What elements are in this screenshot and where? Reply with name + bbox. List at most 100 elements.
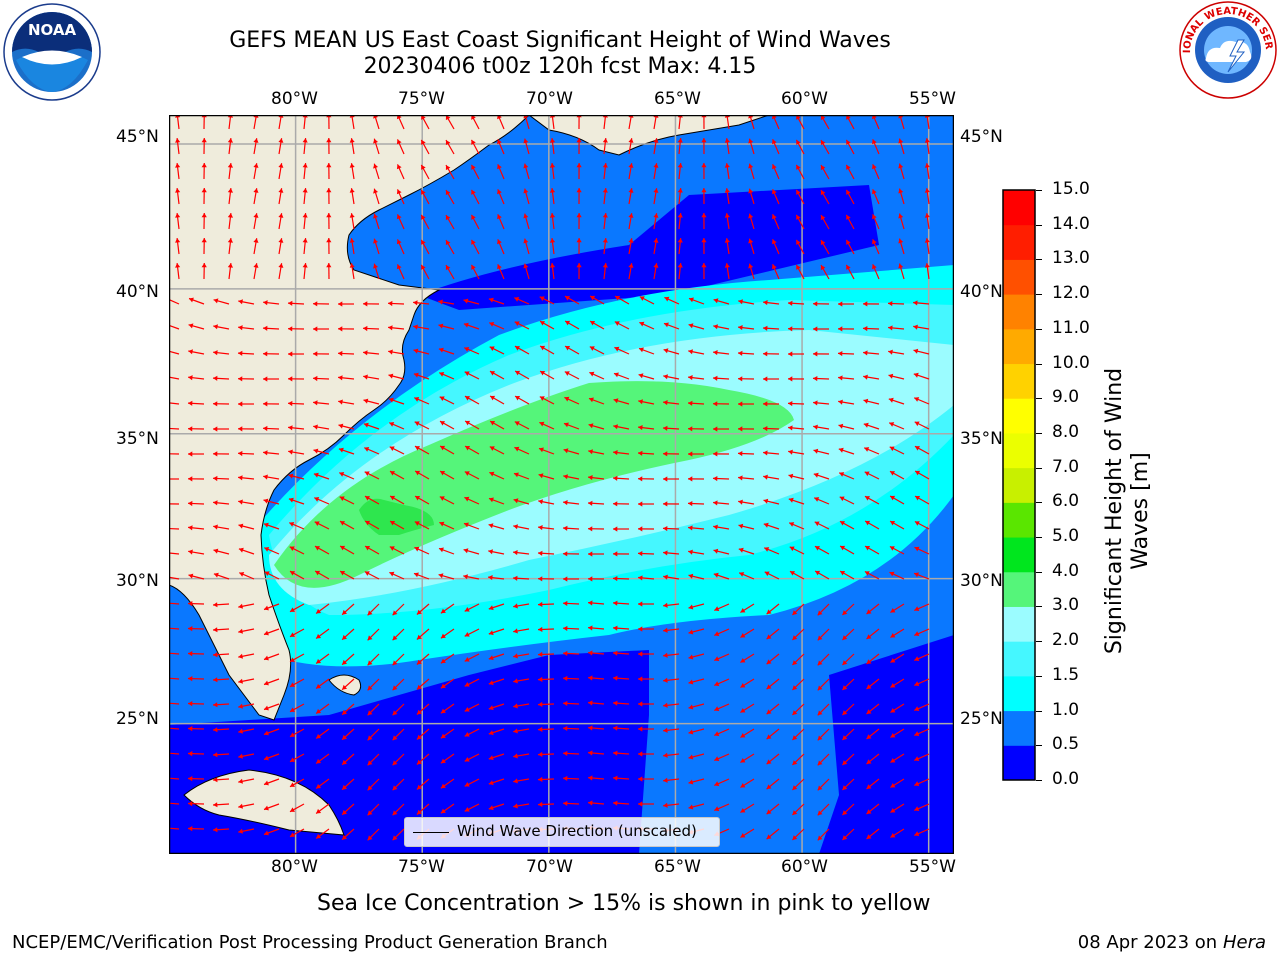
wave-direction-arrowhead [316,808,322,814]
wave-direction-arrowhead [445,265,451,271]
wave-direction-arrowhead [913,348,919,354]
wave-direction-arrowhead [392,635,398,641]
colorbar-segment [1003,606,1035,642]
wave-direction-arrowhead [389,446,395,451]
wave-direction-arrowhead [364,571,370,576]
wave-direction-arrowhead [772,164,777,170]
wave-direction-arrowhead [677,238,683,243]
wave-direction-arrowhead [290,757,295,762]
wave-direction-arrowhead [714,606,720,612]
colorbar-tick-label: 7.0 [1052,456,1080,477]
wave-direction-arrowhead [688,604,694,610]
wave-direction-arrowhead [238,523,244,529]
wave-direction-arrowhead [264,830,269,836]
wave-direction-arrowhead [302,138,308,143]
wave-direction-arrowhead [514,421,520,426]
wave-direction-arrowhead [663,652,668,658]
wave-direction-arrowhead [389,422,395,427]
wave-direction-arrowhead [677,263,683,268]
wave-direction-arrowhead [488,780,494,786]
wave-direction-arrowhead [365,520,371,526]
wave-direction-arrowhead [763,498,769,504]
wave-direction-arrowhead [313,472,319,478]
wave-direction-arrowhead [638,776,643,782]
wave-direction-arrowhead [538,626,543,632]
colorbar-tick-label: 15.0 [1052,179,1090,199]
wave-direction-arrowhead [340,571,346,576]
wave-direction-arrowhead [201,138,207,143]
wave-direction-arrowhead [589,346,595,351]
wave-direction-arrowhead [602,263,608,268]
wave-direction-arrowhead [188,651,193,657]
wave-direction-arrowhead [396,164,402,170]
wave-direction-arrowhead [238,753,243,759]
wave-direction-arrowhead [227,238,233,243]
wave-direction-arrowhead [796,239,801,245]
wave-direction-arrowhead [342,609,347,615]
wave-direction-arrowhead [772,189,777,195]
wave-direction-arrowhead [464,632,470,637]
colorbar-tick-label: 13.0 [1052,248,1090,269]
wave-direction-arrowhead [416,609,422,615]
wave-direction-arrowhead [314,521,320,526]
wave-direction-arrowhead [653,238,659,243]
wave-direction-arrowhead [842,835,848,840]
wave-direction-arrowhead [463,322,469,328]
colorbar-segment [1003,432,1035,469]
wave-direction-arrowhead [590,295,596,301]
wave-direction-arrowhead [688,400,693,406]
wave-direction-arrowhead [792,760,798,765]
wave-direction-arrowhead [373,188,378,194]
colorbar-tick-mark [1036,571,1042,573]
wave-direction-arrowhead [290,571,295,576]
wave-direction-arrowhead [497,189,502,195]
wave-direction-arrowhead [264,547,270,552]
wave-direction-arrowhead [638,501,643,507]
wave-direction-arrowhead [549,263,556,268]
wave-direction-arrowhead [471,264,476,270]
wave-direction-arrowhead [653,213,659,218]
wave-direction-arrowhead [538,751,543,757]
wave-direction-arrowhead [238,475,243,481]
wave-direction-arrowhead [465,396,470,401]
lon-label-top-70w: 70°W [526,89,573,109]
colorbar-tick-label: 0.0 [1052,769,1080,789]
wave-direction-arrowhead [788,326,793,332]
wave-direction-arrowhead [445,165,451,171]
wave-direction-arrowhead [342,784,347,790]
wave-direction-arrowhead [416,784,422,790]
wave-direction-arrowhead [188,573,194,579]
wave-direction-arrowhead [866,759,872,764]
wave-direction-arrowhead [513,703,518,709]
wave-direction-arrowhead [514,472,519,478]
wave-direction-arrowhead [201,213,207,218]
wave-direction-arrowhead [888,397,894,403]
wave-direction-arrowhead [639,296,645,301]
wave-direction-arrowhead [338,399,343,405]
wave-direction-arrowhead [213,777,218,783]
wave-direction-arrowhead [898,263,904,269]
wave-direction-arrowhead [396,214,402,220]
wave-direction-arrowhead [414,397,420,402]
wave-direction-arrowhead [613,551,618,557]
wave-direction-arrowhead [763,300,768,306]
wave-direction-arrowhead [213,475,218,482]
wave-direction-arrowhead [613,700,618,706]
wave-direction-arrowhead [440,758,446,764]
wave-direction-arrowhead [563,800,568,806]
wave-direction-arrowhead [714,806,720,812]
wave-direction-arrowhead [188,349,193,355]
wave-direction-arrowhead [817,785,823,791]
colorbar-tick-mark [1036,224,1042,226]
wave-direction-arrowhead [338,301,343,307]
wave-direction-arrowhead [738,547,744,553]
wave-direction-arrowhead [866,659,872,664]
wave-direction-arrowhead [842,760,848,765]
wave-direction-arrowhead [464,682,470,687]
wave-direction-arrowhead [838,399,843,405]
wave-direction-arrowhead [846,139,851,145]
wave-direction-arrowhead [440,808,446,814]
footer-date: 08 Apr 2023 on Hera [1078,932,1266,953]
wave-direction-arrowhead [440,683,446,689]
wave-direction-arrowhead [497,139,502,145]
